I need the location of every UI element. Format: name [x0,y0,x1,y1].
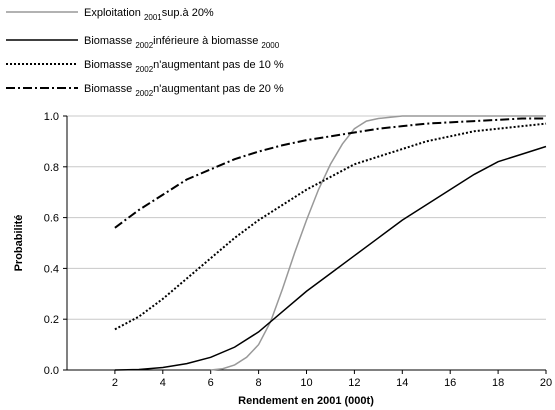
x-tick-label: 12 [348,377,360,389]
y-tick-label: 1.0 [44,111,59,123]
x-tick-label: 4 [160,377,166,389]
x-tick-label: 16 [444,377,456,389]
x-tick-label: 8 [256,377,262,389]
y-tick-label: 0.6 [44,213,59,225]
legend-text: 2000 [261,41,279,50]
legend-text: n'augmentant pas de 20 % [153,83,284,95]
x-tick-label: 18 [492,377,504,389]
y-tick-label: 0.2 [44,314,59,326]
y-axis-title: Probabilité [13,215,25,272]
legend-text: Exploitation [84,7,144,19]
legend-text: 2001 [144,13,162,22]
legend-text: Biomasse [84,83,135,95]
x-axis-title: Rendement en 2001 (000t) [238,395,374,407]
legend-text: 2002 [135,41,153,50]
series-line [114,122,547,331]
legend-label: Biomasse 2002n'augmentant pas de 10 % [84,59,284,74]
legend-label: Biomasse 2002inférieure à biomasse 2000 [84,35,280,50]
x-tick-label: 14 [396,377,408,389]
legend-label: Exploitation 2001sup.à 20% [84,7,214,22]
legend-text: 2002 [135,89,153,98]
x-tick-label: 20 [540,377,552,389]
y-tick-label: 0.4 [44,263,59,275]
x-tick-label: 2 [112,377,118,389]
y-tick-label: 0.8 [44,162,59,174]
legend-text: Biomasse [84,59,135,71]
legend-text: Biomasse [84,35,135,47]
legend-text: n'augmentant pas de 10 % [153,59,284,71]
x-tick-label: 6 [208,377,214,389]
series-line [210,115,546,371]
y-tick-label: 0.0 [44,365,59,377]
legend-text: 2002 [135,65,153,74]
series-line [114,117,546,229]
x-tick-label: 10 [300,377,312,389]
legend-text: sup.à 20% [162,7,214,19]
legend-text: inférieure à biomasse [153,35,261,47]
series-line [114,145,547,371]
legend-label: Biomasse 2002n'augmentant pas de 20 % [84,83,284,98]
